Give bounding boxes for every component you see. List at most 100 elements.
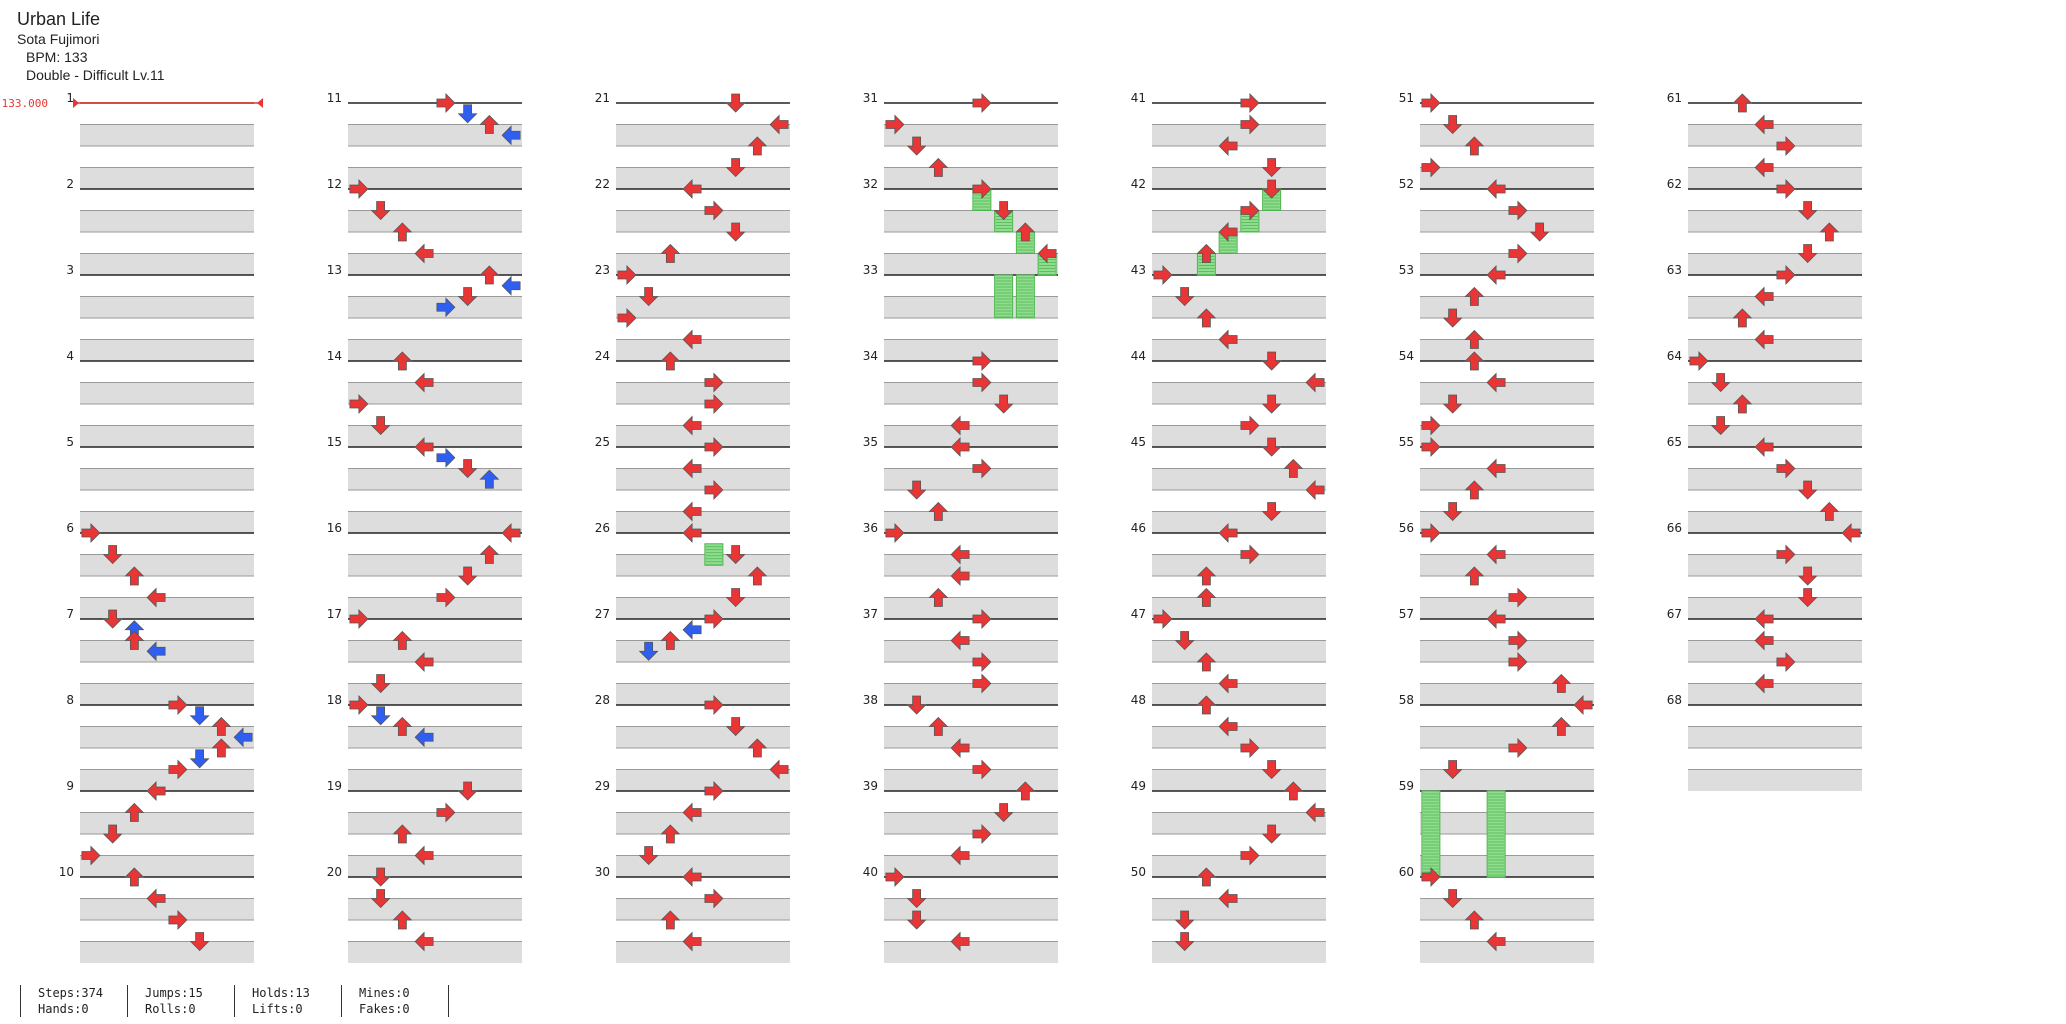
arrow-note-icon <box>704 609 724 629</box>
arrow-note-icon <box>682 458 702 479</box>
arrow-note-icon <box>1486 179 1506 199</box>
arrow-note-icon <box>1153 609 1173 629</box>
arrow-note-icon <box>1196 652 1217 672</box>
rolls-count: Rolls:0 <box>145 1002 196 1016</box>
arrow-note-icon <box>1819 501 1840 521</box>
bpm-flag-icon <box>257 98 263 108</box>
arrow-note-icon <box>1776 136 1796 156</box>
lane-band <box>348 167 522 189</box>
lane-band <box>1420 769 1594 791</box>
lane-band <box>348 468 522 490</box>
measure-number: 59 <box>1399 779 1414 793</box>
lane-band <box>1420 941 1594 963</box>
arrow-note-icon <box>769 759 789 780</box>
arrow-note-icon <box>1754 329 1774 350</box>
arrow-note-icon <box>950 738 970 758</box>
arrow-note-icon <box>1218 222 1238 242</box>
lane-band <box>80 210 254 232</box>
arrow-note-icon <box>1218 888 1238 909</box>
arrow-note-icon <box>660 824 681 844</box>
arrow-note-icon <box>436 802 456 823</box>
measure-number: 18 <box>327 693 342 707</box>
lane-band <box>1688 296 1862 318</box>
arrow-note-icon <box>950 544 970 565</box>
arrow-note-icon <box>414 243 434 264</box>
arrow-note-icon <box>704 480 724 500</box>
measure-number: 67 <box>1667 607 1682 621</box>
arrow-note-icon <box>725 588 746 608</box>
arrow-note-icon <box>211 716 232 736</box>
lane-band <box>80 382 254 404</box>
arrow-note-icon <box>1732 308 1753 328</box>
lane-band <box>1420 597 1594 619</box>
measure-number: 35 <box>863 435 878 449</box>
arrow-note-icon <box>704 888 724 909</box>
arrow-note-icon <box>1218 716 1238 737</box>
lane-band <box>616 425 790 447</box>
arrow-note-icon <box>725 545 746 565</box>
lane-band <box>616 253 790 275</box>
measure-number: 40 <box>863 865 878 879</box>
measure-number: 12 <box>327 177 342 191</box>
arrow-note-icon <box>1240 544 1260 565</box>
measure-number: 65 <box>1667 435 1682 449</box>
lane-band <box>616 898 790 920</box>
arrow-note-icon <box>1754 437 1774 457</box>
arrow-note-icon <box>1508 587 1528 608</box>
arrow-note-icon <box>885 114 905 135</box>
lane-band <box>80 726 254 748</box>
arrow-note-icon <box>1261 158 1282 178</box>
lane-band <box>1420 683 1594 705</box>
lane-band <box>348 855 522 877</box>
lane-band <box>1688 597 1862 619</box>
lane-band <box>1152 683 1326 705</box>
arrow-note-icon <box>747 738 768 758</box>
arrow-note-icon <box>81 523 101 543</box>
lane-band <box>1152 898 1326 920</box>
arrow-note-icon <box>168 910 188 930</box>
lane-band <box>884 124 1058 146</box>
arrow-note-icon <box>392 910 413 930</box>
arrow-note-icon <box>1261 437 1282 457</box>
arrow-note-icon <box>1174 631 1195 651</box>
lane-band <box>884 167 1058 189</box>
bpm-flag-icon <box>73 98 79 108</box>
arrow-note-icon <box>1732 93 1753 113</box>
lane-band <box>80 683 254 705</box>
measure-number: 23 <box>595 263 610 277</box>
arrow-note-icon <box>972 759 992 780</box>
arrow-note-icon <box>1508 243 1528 264</box>
arrow-note-icon <box>885 867 905 887</box>
arrow-note-icon <box>81 845 101 866</box>
lane-band <box>348 769 522 791</box>
measure-number: 5 <box>66 435 74 449</box>
arrow-note-icon <box>1464 566 1485 586</box>
arrow-note-icon <box>972 351 992 371</box>
arrow-note-icon <box>972 179 992 199</box>
stat-column: Jumps:15 Rolls:0 <box>127 985 234 1017</box>
lane-band <box>1420 382 1594 404</box>
arrow-note-icon <box>457 104 478 124</box>
lane-band <box>1420 554 1594 576</box>
lane-band <box>616 124 790 146</box>
arrow-note-icon <box>725 717 746 737</box>
measure-number: 51 <box>1399 91 1414 105</box>
arrow-note-icon <box>972 609 992 629</box>
arrow-note-icon <box>1486 265 1506 285</box>
lane-band <box>884 941 1058 963</box>
arrow-note-icon <box>479 114 500 134</box>
arrow-note-icon <box>1240 114 1260 135</box>
lane-band <box>1688 683 1862 705</box>
arrow-note-icon <box>660 243 681 263</box>
lane-band <box>884 468 1058 490</box>
measure-number: 50 <box>1131 865 1146 879</box>
lane-band <box>1152 124 1326 146</box>
arrow-note-icon <box>1283 781 1304 801</box>
arrow-note-icon <box>1732 394 1753 414</box>
lane-band <box>1688 468 1862 490</box>
arrow-note-icon <box>950 931 970 952</box>
lifts-count: Lifts:0 <box>252 1002 303 1016</box>
arrow-note-icon <box>1196 587 1217 607</box>
stat-column: Mines:0 Fakes:0 <box>341 985 448 1017</box>
arrow-note-icon <box>1261 394 1282 414</box>
